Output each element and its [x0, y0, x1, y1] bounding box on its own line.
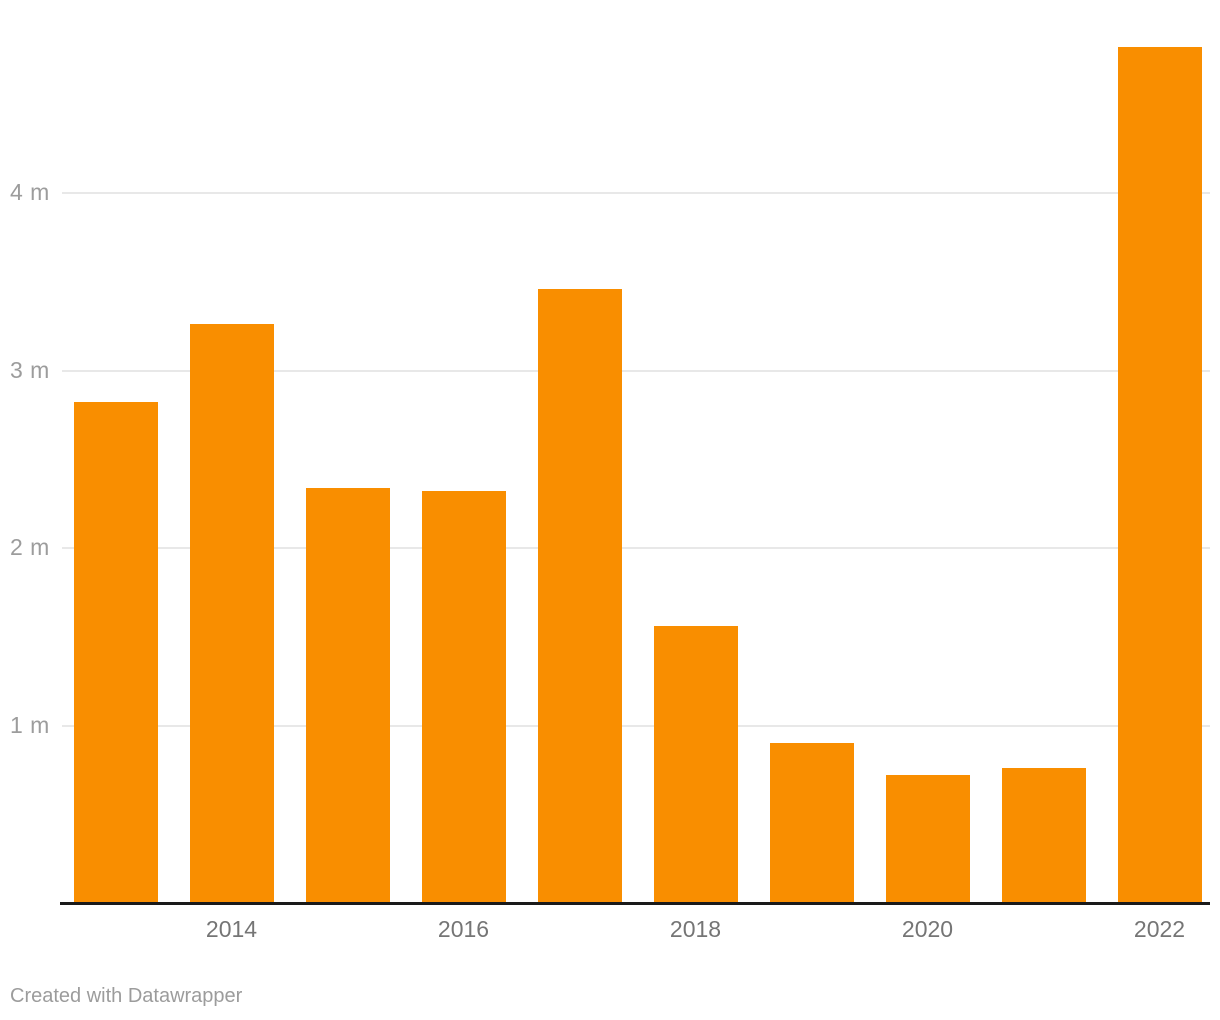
bar-2014[interactable]	[189, 324, 274, 903]
bar-2016[interactable]	[421, 491, 506, 903]
bar-2018[interactable]	[653, 626, 738, 903]
x-axis-tick-label: 2016	[437, 916, 490, 942]
y-gridline	[62, 547, 1210, 549]
y-axis-tick-label: 3 m	[10, 356, 50, 383]
bar-2017[interactable]	[537, 289, 622, 903]
x-axis-tick-label: 2018	[669, 916, 722, 942]
bar-2015[interactable]	[305, 488, 390, 903]
datawrapper-attribution-link[interactable]: Created with Datawrapper	[10, 985, 243, 1007]
bar-2013[interactable]	[73, 402, 158, 903]
bar-2021[interactable]	[1001, 768, 1086, 903]
y-axis-tick-label: 4 m	[10, 179, 50, 205]
y-gridline	[62, 369, 1210, 372]
plot-area: 1 m 2 m 3 m 4 m 2014 2016 2018 2020 2022	[10, 47, 1210, 942]
y-gridline	[62, 724, 1210, 727]
x-axis-tick-label: 2022	[1133, 916, 1186, 942]
x-axis-tick-label: 2020	[901, 916, 954, 942]
bar-2019[interactable]	[769, 743, 854, 903]
x-axis-tick-label: 2014	[205, 916, 258, 942]
y-axis-tick-label: 1 m	[10, 711, 50, 738]
bar-2022[interactable]	[1117, 47, 1202, 903]
y-axis-tick-label: 2 m	[10, 534, 50, 560]
bar-2020[interactable]	[885, 775, 970, 903]
y-gridline	[62, 192, 1210, 194]
x-axis-line	[60, 902, 1210, 905]
